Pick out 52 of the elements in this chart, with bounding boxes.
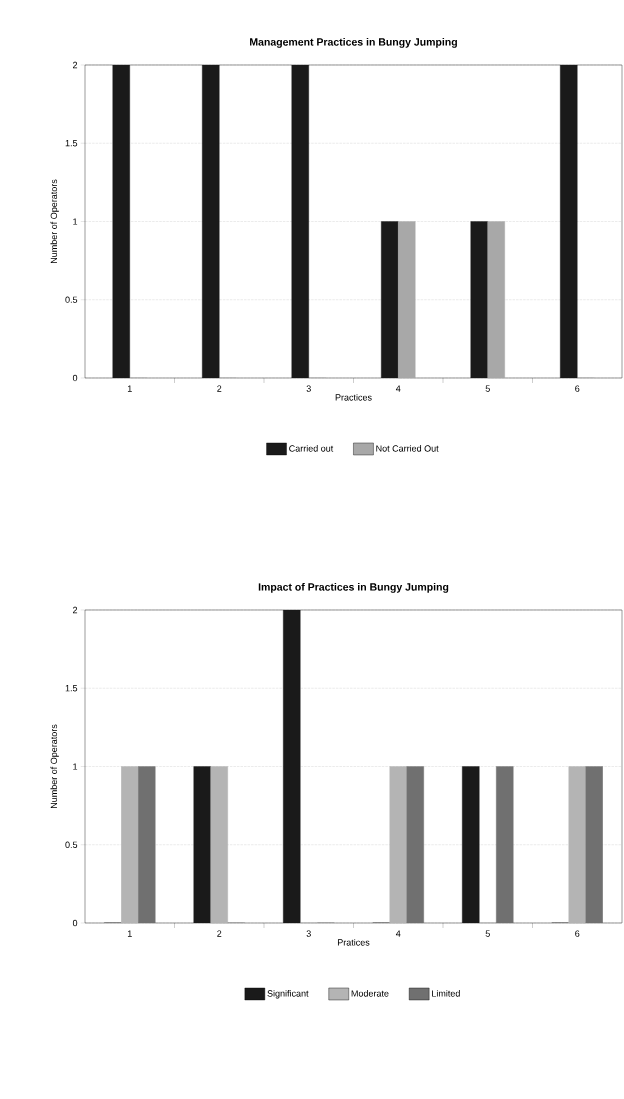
bar	[462, 766, 480, 923]
y-tick-label: 0.5	[65, 296, 78, 303]
legend-label: Significant	[267, 990, 309, 999]
bar	[291, 64, 309, 378]
y-tick-label: 2	[73, 61, 78, 69]
x-tick-label: 1	[127, 930, 132, 937]
bar	[210, 766, 228, 923]
legend-label: Carried out	[289, 445, 334, 452]
y-tick-label: 1.5	[65, 140, 78, 147]
y-tick-label: 1	[73, 218, 78, 225]
bar	[202, 64, 220, 378]
x-tick-label: 2	[217, 385, 222, 392]
bar	[283, 610, 301, 923]
x-axis-title: Pratices	[337, 939, 370, 946]
bar	[585, 766, 603, 923]
bar	[121, 766, 139, 923]
bar	[398, 221, 416, 378]
legend-label: Not Carried Out	[376, 445, 439, 452]
bar	[496, 766, 514, 923]
legend-label: Limited	[432, 990, 460, 997]
y-tick-label: 0	[72, 374, 78, 382]
y-tick-label: 2	[73, 606, 78, 614]
y-tick-label: 1.5	[65, 685, 78, 692]
bar	[470, 221, 488, 378]
bar	[112, 64, 130, 378]
x-tick-label: 5	[485, 930, 490, 937]
x-tick-label: 4	[395, 385, 401, 392]
x-axis-title: Practices	[335, 394, 372, 401]
x-tick-label: 6	[575, 385, 580, 392]
bar	[560, 64, 578, 378]
x-tick-label: 6	[575, 930, 580, 937]
bar	[487, 221, 505, 378]
x-tick-label: 2	[217, 930, 222, 937]
y-tick-label: 0.5	[65, 841, 78, 848]
x-tick-label: 1	[127, 385, 132, 392]
x-tick-label: 4	[395, 930, 401, 937]
bar	[389, 766, 407, 923]
bar	[138, 766, 156, 923]
chart-title: Impact of Practices in Bungy Jumping	[258, 582, 449, 593]
bar	[193, 766, 211, 923]
y-axis-title: Number of Operators	[50, 179, 59, 264]
bar	[381, 221, 399, 378]
bar	[406, 766, 424, 923]
legend-label: Moderate	[351, 990, 389, 997]
bar	[568, 766, 586, 923]
x-tick-label: 5	[485, 385, 490, 392]
x-tick-label: 3	[306, 930, 311, 937]
y-axis-title: Number of Operators	[50, 724, 59, 809]
y-tick-label: 1	[73, 763, 78, 770]
y-tick-label: 0	[72, 919, 78, 927]
chart-title: Management Practices in Bungy Jumping	[250, 37, 457, 48]
x-tick-label: 3	[306, 385, 311, 392]
